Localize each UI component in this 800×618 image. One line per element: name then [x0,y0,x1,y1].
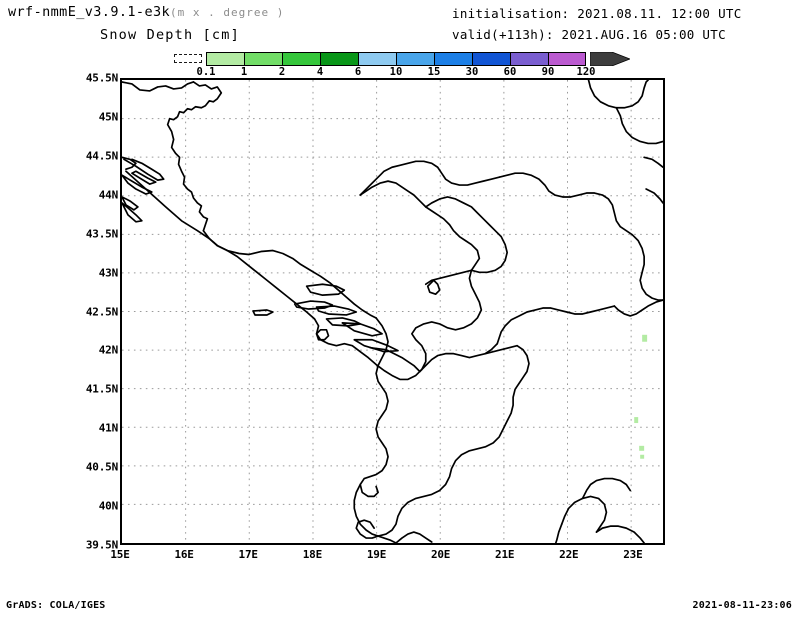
colorbar-tick-1: 1 [240,66,248,78]
colorbar-tick-6: 6 [354,66,362,78]
colorbar-overflow-arrow-icon [590,52,630,66]
colorbar-cell-2 [282,52,320,66]
ytick-label: 40N [98,499,118,513]
colorbar-cell-6 [434,52,472,66]
field-title: Snow Depth [cm] [100,27,240,43]
ytick-label: 43.5N [85,227,118,241]
ytick-label: 41N [98,421,118,435]
ytick-label: 42.5N [85,305,118,318]
xtick-label: 20E [430,548,451,561]
colorbar-cell-7 [472,52,510,66]
initialisation-time: initialisation: 2021.08.11. 12:00 UTC [452,6,742,21]
colorbar: 0.1 1 2 4 6 10 15 30 60 90 120 [172,52,630,78]
ytick-label: 43N [98,266,118,280]
map-outlines [122,80,663,543]
xtick-label: 22E [559,548,579,561]
ytick-label: 45N [98,110,118,124]
colorbar-tick-15: 15 [427,66,441,78]
map-plot-area [120,78,665,545]
colorbar-cell-0 [206,52,244,66]
grads-credit: GrADS: COLA/IGES [6,600,106,611]
xtick-label: 18E [302,548,323,561]
ytick-label: 41.5N [85,382,118,396]
gridlines [122,80,663,543]
ytick-label: 39.5N [85,538,118,552]
ytick-label: 45.5N [85,71,118,85]
xtick-label: 23E [623,548,643,561]
colorbar-tick-0.1: 0.1 [196,66,216,78]
colorbar-cell-8 [510,52,548,66]
colorbar-tick-4: 4 [316,66,324,78]
colorbar-tick-30: 30 [465,66,479,78]
colorbar-cell-below-min [172,52,206,66]
colorbar-tick-2: 2 [278,66,286,78]
xtick-label: 16E [174,548,194,561]
map-canvas [122,80,663,543]
model-title-text: wrf-nmmE_v3.9.1-e3k [8,4,171,20]
colorbar-tick-90: 90 [541,66,555,78]
xtick-label: 21E [495,548,515,561]
colorbar-tick-120: 120 [576,66,596,78]
ytick-label: 42N [98,343,118,357]
xtick-label: 15E [110,548,130,561]
model-title: wrf-nmmE_v3.9.1-e3k(m x . degree ) [8,4,284,20]
xtick-label: 19E [366,548,387,561]
valid-time: valid(+113h): 2021.AUG.16 05:00 UTC [452,27,726,42]
snow-depth-field [634,334,648,459]
ytick-label: 44.5N [85,149,118,163]
colorbar-swatches [172,52,586,66]
xtick-label: 17E [238,548,258,561]
render-timestamp: 2021-08-11-23:06 [692,600,792,611]
colorbar-cell-4 [358,52,396,66]
colorbar-tick-60: 60 [503,66,517,78]
colorbar-cell-1 [244,52,282,66]
colorbar-cell-9 [548,52,586,66]
ytick-label: 44N [98,188,118,202]
colorbar-tick-10: 10 [389,66,403,78]
colorbar-cell-5 [396,52,434,66]
ytick-label: 40.5N [85,460,118,474]
colorbar-cell-3 [320,52,358,66]
model-units-text: (m x . degree ) [170,6,285,19]
